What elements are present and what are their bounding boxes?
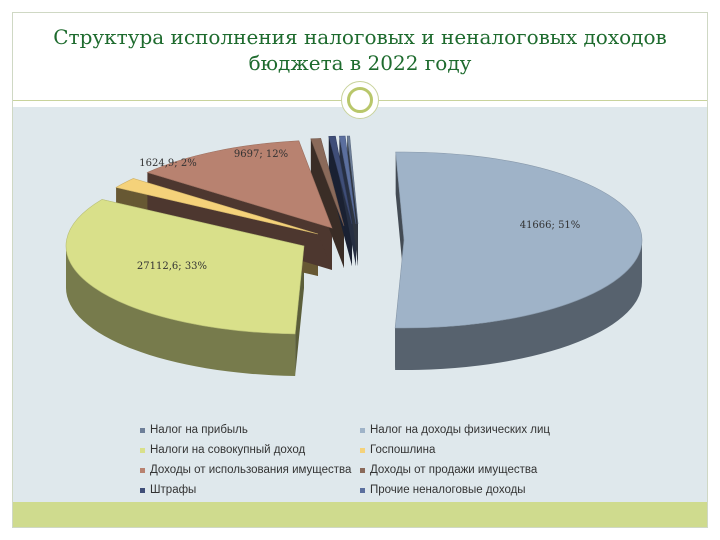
legend-item: Доходы от продажи имущества	[360, 464, 537, 476]
circle-ornament-inner	[347, 87, 373, 113]
legend-label: Налог на доходы физических лиц	[370, 424, 551, 436]
pie-slice-wall	[395, 152, 404, 282]
pie-slice	[394, 151, 643, 329]
chart-title: Структура исполнения налоговых и неналог…	[40, 24, 680, 76]
legend-label: Доходы от использования имущества	[150, 464, 352, 476]
legend-item: Прочие неналоговые доходы	[360, 484, 526, 496]
legend-swatch	[360, 427, 365, 433]
legend-swatch	[140, 487, 145, 493]
legend-item: Налоги на совокупный доход	[140, 444, 305, 456]
legend-label: Госпошлина	[370, 444, 436, 456]
legend-swatch	[140, 447, 145, 453]
circle-ornament-icon	[341, 81, 379, 119]
pie-slice	[339, 135, 357, 225]
footer-bar	[13, 502, 707, 527]
legend-label: Налог на прибыль	[150, 424, 248, 436]
legend-label: Прочие неналоговые доходы	[370, 484, 526, 496]
legend-swatch	[360, 447, 365, 453]
legend-label: Доходы от продажи имущества	[370, 464, 538, 476]
pie-slice	[328, 135, 353, 225]
legend-label: Налоги на совокупный доход	[150, 444, 306, 456]
legend-swatch	[360, 467, 365, 473]
pie-slice	[115, 178, 319, 235]
legend-swatch	[140, 427, 145, 433]
pie-slice	[146, 140, 333, 229]
legend-item: Штрафы	[140, 484, 196, 496]
pie-slice	[346, 135, 359, 225]
legend-item: Налог на прибыль	[140, 424, 248, 436]
legend-swatch	[360, 487, 365, 493]
data-label: 1624,9; 2%	[139, 158, 196, 169]
pie-slice	[65, 199, 305, 335]
legend-item: Доходы от использования имущества	[140, 464, 351, 476]
slide-frame	[12, 12, 708, 528]
pie-slice	[310, 138, 345, 227]
data-label: 27112,6; 33%	[137, 261, 207, 272]
pie-slice-rim	[395, 240, 643, 370]
data-label: 9697; 12%	[234, 149, 288, 160]
legend-swatch	[140, 467, 145, 473]
legend-item: Налог на доходы физических лиц	[360, 424, 550, 436]
chart-title-line2: бюджета в 2022 году	[248, 51, 472, 75]
legend-item: Госпошлина	[360, 444, 435, 456]
data-label: 41666; 51%	[520, 220, 581, 231]
pie-slice-rim	[66, 246, 296, 376]
chart-title-line1: Структура исполнения налоговых и неналог…	[53, 25, 667, 49]
legend-label: Штрафы	[150, 484, 197, 496]
